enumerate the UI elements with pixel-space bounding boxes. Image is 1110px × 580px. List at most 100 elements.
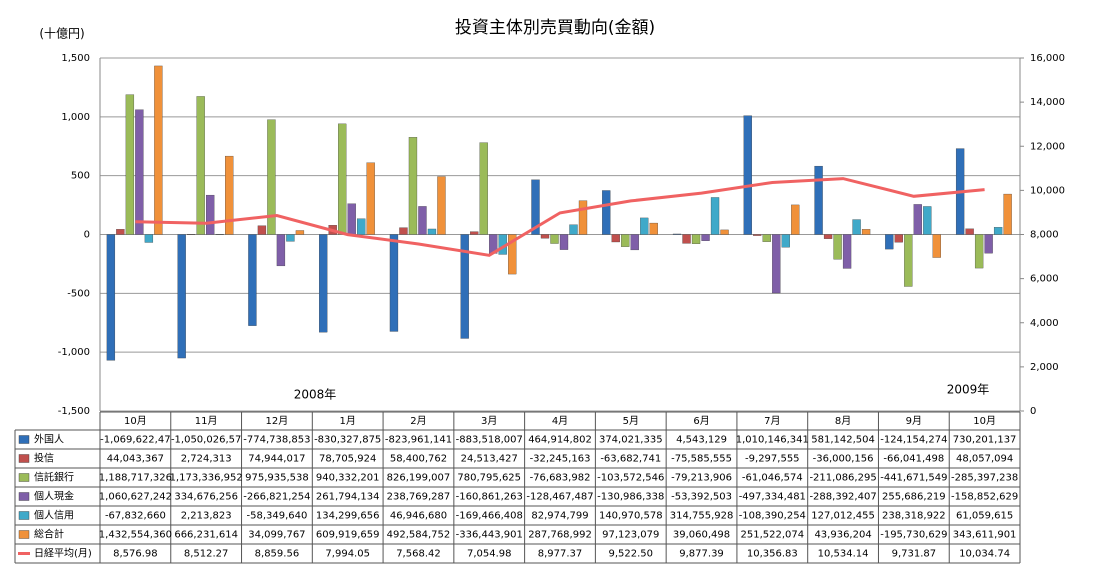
table-cell: -774,738,853 bbox=[243, 435, 310, 446]
table-cell: -36,000,156 bbox=[813, 454, 874, 465]
bar bbox=[508, 234, 517, 275]
bar bbox=[257, 225, 267, 235]
bar bbox=[338, 123, 347, 235]
table-cell: -266,821,254 bbox=[243, 492, 310, 503]
x-tick-label: 8月 bbox=[835, 415, 851, 427]
y2-tick-label: 14,000 bbox=[1030, 97, 1065, 108]
bar bbox=[762, 234, 771, 242]
bar bbox=[357, 218, 366, 235]
table-cell: 10,534.14 bbox=[818, 549, 869, 560]
table-cell: 134,299,656 bbox=[316, 511, 380, 522]
table-cell: 374,021,335 bbox=[599, 435, 663, 446]
y2-tick-label: 2,000 bbox=[1030, 362, 1059, 373]
bar bbox=[913, 204, 922, 235]
table-cell: 7,568.42 bbox=[396, 549, 441, 560]
legend-label: 信託銀行 bbox=[34, 471, 74, 484]
table-cell: 9,731.87 bbox=[892, 549, 937, 560]
table-cell: 8,576.98 bbox=[113, 549, 158, 560]
legend-label: 外国人 bbox=[34, 434, 64, 446]
table-cell: 1,010,146,341 bbox=[736, 435, 809, 446]
table-cell: -9,297,555 bbox=[745, 454, 800, 465]
table-cell: 4,543,129 bbox=[676, 435, 727, 446]
table-cell: -66,041,498 bbox=[883, 454, 944, 465]
x-tick-label: 1月 bbox=[340, 415, 356, 427]
table-cell: 97,123,079 bbox=[602, 530, 659, 541]
bar bbox=[753, 234, 762, 236]
bar bbox=[842, 234, 852, 269]
bar bbox=[611, 234, 620, 243]
table-cell: 7,054.98 bbox=[467, 549, 512, 560]
bar bbox=[116, 229, 125, 235]
annotation: 2009年 bbox=[947, 383, 990, 397]
table-cell: -53,392,503 bbox=[671, 492, 732, 503]
table-cell: 34,099,767 bbox=[248, 530, 305, 541]
bar bbox=[206, 194, 215, 235]
x-tick-label: 6月 bbox=[693, 415, 709, 427]
bar bbox=[106, 234, 116, 361]
table-cell: 10,034.74 bbox=[959, 549, 1010, 560]
bar bbox=[649, 222, 658, 235]
y2-tick-label: 4,000 bbox=[1030, 318, 1059, 329]
x-tick-label: 10月 bbox=[973, 415, 996, 427]
table-cell: 82,974,799 bbox=[531, 511, 588, 522]
table-cell: -103,572,546 bbox=[597, 473, 664, 484]
bar bbox=[932, 234, 941, 258]
table-cell: -124,154,274 bbox=[880, 435, 947, 446]
table-cell: 666,231,614 bbox=[174, 530, 238, 541]
legend-label: 個人信用 bbox=[34, 509, 74, 522]
bar bbox=[144, 234, 154, 243]
legend-swatch bbox=[18, 473, 30, 482]
table-cell: 78,705,924 bbox=[319, 454, 376, 465]
bar bbox=[640, 217, 649, 235]
bar bbox=[225, 155, 234, 235]
bar bbox=[470, 231, 479, 235]
table-cell: -79,213,906 bbox=[671, 473, 732, 484]
y2-tick-label: 10,000 bbox=[1030, 185, 1065, 196]
y-tick-label: 500 bbox=[71, 171, 90, 182]
bar bbox=[389, 234, 399, 332]
table-cell: 24,513,427 bbox=[461, 454, 518, 465]
table-cell: -130,986,338 bbox=[597, 492, 664, 503]
table-cell: -441,671,549 bbox=[880, 473, 947, 484]
bar bbox=[791, 204, 800, 235]
table-cell: 9,877.39 bbox=[679, 549, 724, 560]
table-cell: -61,046,574 bbox=[742, 473, 803, 484]
bar bbox=[479, 142, 488, 235]
bar bbox=[781, 234, 790, 248]
table-cell: 9,522.50 bbox=[609, 549, 654, 560]
table-cell: -285,397,238 bbox=[951, 473, 1018, 484]
bar bbox=[630, 234, 639, 251]
bar bbox=[196, 96, 205, 235]
table-cell: 287,768,992 bbox=[528, 530, 592, 541]
table-cell: 74,944,017 bbox=[248, 454, 305, 465]
table-cell: -160,861,263 bbox=[456, 492, 523, 503]
bar bbox=[578, 200, 588, 235]
table-cell: -76,683,982 bbox=[530, 473, 591, 484]
table-cell: -108,390,254 bbox=[739, 511, 806, 522]
table-cell: -497,334,481 bbox=[739, 492, 806, 503]
bar bbox=[437, 176, 446, 235]
bar bbox=[418, 206, 427, 235]
table-cell: -823,961,141 bbox=[385, 435, 452, 446]
bar bbox=[894, 234, 903, 243]
table-cell: 2,724,313 bbox=[181, 454, 232, 465]
legend-label: 個人現金 bbox=[34, 490, 74, 503]
table-cell: 58,400,762 bbox=[390, 454, 447, 465]
bar bbox=[460, 234, 469, 339]
table-cell: 464,914,802 bbox=[528, 435, 592, 446]
line bbox=[135, 177, 985, 257]
bar bbox=[710, 197, 720, 235]
legend-label: 総合計 bbox=[34, 528, 64, 541]
bar bbox=[569, 224, 578, 235]
table-cell: 140,970,578 bbox=[599, 511, 663, 522]
y2-tick-label: 12,000 bbox=[1030, 141, 1065, 152]
table-cell: -211,086,295 bbox=[809, 473, 876, 484]
bar bbox=[550, 234, 559, 244]
legend-swatch bbox=[18, 435, 30, 444]
y-tick-label: 1,000 bbox=[61, 112, 90, 123]
table-cell: -63,682,741 bbox=[600, 454, 661, 465]
bar bbox=[295, 230, 305, 235]
table-cell: 1,432,554,360 bbox=[99, 530, 172, 541]
bar bbox=[276, 234, 286, 267]
